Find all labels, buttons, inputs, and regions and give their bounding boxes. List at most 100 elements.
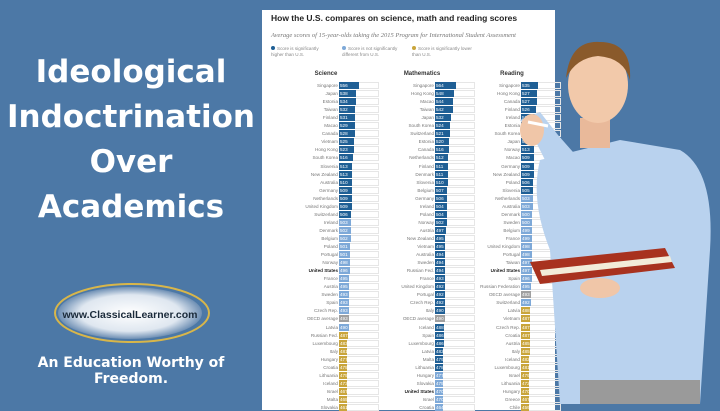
country-label: South Korea xyxy=(408,123,434,129)
country-label: Slovakia xyxy=(320,405,338,410)
legend-dot-icon xyxy=(342,46,346,50)
country-label: United Kingdom xyxy=(305,203,338,209)
table-row: France 493 xyxy=(362,275,475,283)
score-bar: 492 xyxy=(521,299,531,307)
country-label: Malta xyxy=(326,396,338,402)
score-bar: 520 xyxy=(435,138,450,146)
score-bar: 496 xyxy=(521,275,532,283)
country-label: United States xyxy=(490,268,520,274)
score-bar: 509 xyxy=(339,194,352,202)
score-bar: 509 xyxy=(339,186,352,194)
score-bar: 486 xyxy=(435,331,444,339)
table-row: Singapore 535 xyxy=(448,82,561,89)
headline-line: Over xyxy=(89,144,173,180)
table-row: Portugal 492 xyxy=(362,291,475,299)
column-title-science: Science xyxy=(314,71,338,77)
country-label: Japan xyxy=(325,91,338,97)
country-label: Iceland xyxy=(323,380,338,386)
table-row: Finland 531 xyxy=(266,114,379,122)
score-bar: 509 xyxy=(521,154,534,162)
table-row: Poland 501 xyxy=(266,243,379,250)
score-bar: 482 xyxy=(521,355,530,363)
score-bar: 479 xyxy=(521,371,530,379)
score-bar: 470 xyxy=(435,387,444,395)
score-bar: 527 xyxy=(521,90,537,98)
country-label: Slovakia xyxy=(416,380,434,386)
country-label: New Zealand xyxy=(406,235,434,241)
table-row: Czech Rep. 492 xyxy=(362,299,475,307)
country-label: Slovenia xyxy=(502,187,520,193)
legend-same: Score is not significantly different fro… xyxy=(342,46,402,58)
country-label: Germany xyxy=(319,187,338,193)
table-row: Taiwan 532 xyxy=(266,106,379,114)
country-label: Luxembourg xyxy=(312,340,338,346)
country-label: Canada xyxy=(321,131,338,137)
country-label: Netherlands xyxy=(495,195,520,201)
score-bar: 459 xyxy=(521,404,530,411)
country-label: South Korea xyxy=(312,155,338,161)
score-bar: 494 xyxy=(435,251,446,259)
country-label: Austria xyxy=(419,227,434,233)
country-label: Croatia xyxy=(323,364,338,370)
country-label: Malta xyxy=(422,356,434,362)
country-label: France xyxy=(323,276,338,282)
country-label: Russian Federation xyxy=(480,284,520,290)
headline: Ideological Indoctrination Over Academic… xyxy=(0,50,262,230)
country-label: New Zealand xyxy=(310,171,338,177)
score-bar: 527 xyxy=(521,98,537,106)
score-bar: 502 xyxy=(339,226,351,234)
table-row: Netherlands 509 xyxy=(266,194,379,202)
score-bar: 492 xyxy=(435,291,445,299)
country-label: Portugal xyxy=(416,292,434,298)
table-row: Russian Fed. 494 xyxy=(362,267,475,275)
score-bar: 488 xyxy=(521,307,531,315)
table-row: United States 470 xyxy=(362,387,475,395)
score-bar: 465 xyxy=(339,395,348,403)
chart-subtitle: Average scores of 15-year-olds taking th… xyxy=(271,32,516,39)
country-label: Hong Kong xyxy=(315,147,338,153)
score-bar: 464 xyxy=(435,404,444,411)
country-label: Vietnam xyxy=(417,244,434,249)
score-bar: 495 xyxy=(435,243,446,250)
table-row: United Kingdom 509 xyxy=(266,202,379,210)
country-label: Italy xyxy=(425,308,434,314)
country-label: Austria xyxy=(323,284,338,290)
logo-url[interactable]: www.ClassicalLearner.com xyxy=(62,309,198,321)
score-bar: 483 xyxy=(339,339,348,347)
table-row: Hungary 477 xyxy=(266,355,379,363)
country-label: Norway xyxy=(504,147,520,153)
table-row: Canada 527 xyxy=(448,98,561,106)
country-label: Lithuania xyxy=(501,380,520,386)
score-bar: 528 xyxy=(339,130,355,138)
headline-line: Indoctrination xyxy=(7,99,255,135)
table-row: Vietnam 525 xyxy=(266,138,379,146)
score-bar: 504 xyxy=(435,202,447,210)
country-label: Australia xyxy=(502,203,520,209)
score-bar: 501 xyxy=(339,251,351,259)
country-label: United States xyxy=(308,268,338,274)
table-row: Denmark 502 xyxy=(266,226,379,234)
country-label: Poland xyxy=(505,179,520,185)
table-row: Ireland 503 xyxy=(266,218,379,226)
score-bar: 492 xyxy=(435,299,445,307)
score-bar: 500 xyxy=(521,218,533,226)
score-bar: 497 xyxy=(435,226,446,234)
score-bar: 502 xyxy=(435,218,447,226)
score-bar: 472 xyxy=(521,379,530,387)
table-row: Estonia 534 xyxy=(266,98,379,106)
country-label: Hungary xyxy=(502,388,520,394)
country-label: Israel xyxy=(326,388,338,394)
score-bar: 532 xyxy=(435,114,452,122)
country-label: Taiwan xyxy=(419,107,434,113)
score-bar: 503 xyxy=(339,218,351,226)
score-bar: 477 xyxy=(435,371,444,379)
score-bar: 493 xyxy=(339,307,350,315)
table-row: Sweden 493 xyxy=(266,291,379,299)
country-label: Denmark xyxy=(319,227,338,233)
score-bar: 529 xyxy=(339,122,355,130)
score-bar: 490 xyxy=(435,307,445,315)
country-label: Japan xyxy=(507,139,520,145)
country-label: New Zealand xyxy=(492,171,520,177)
score-bar: 492 xyxy=(435,283,445,291)
tagline: An Education Worthy of Freedom. xyxy=(37,355,225,387)
